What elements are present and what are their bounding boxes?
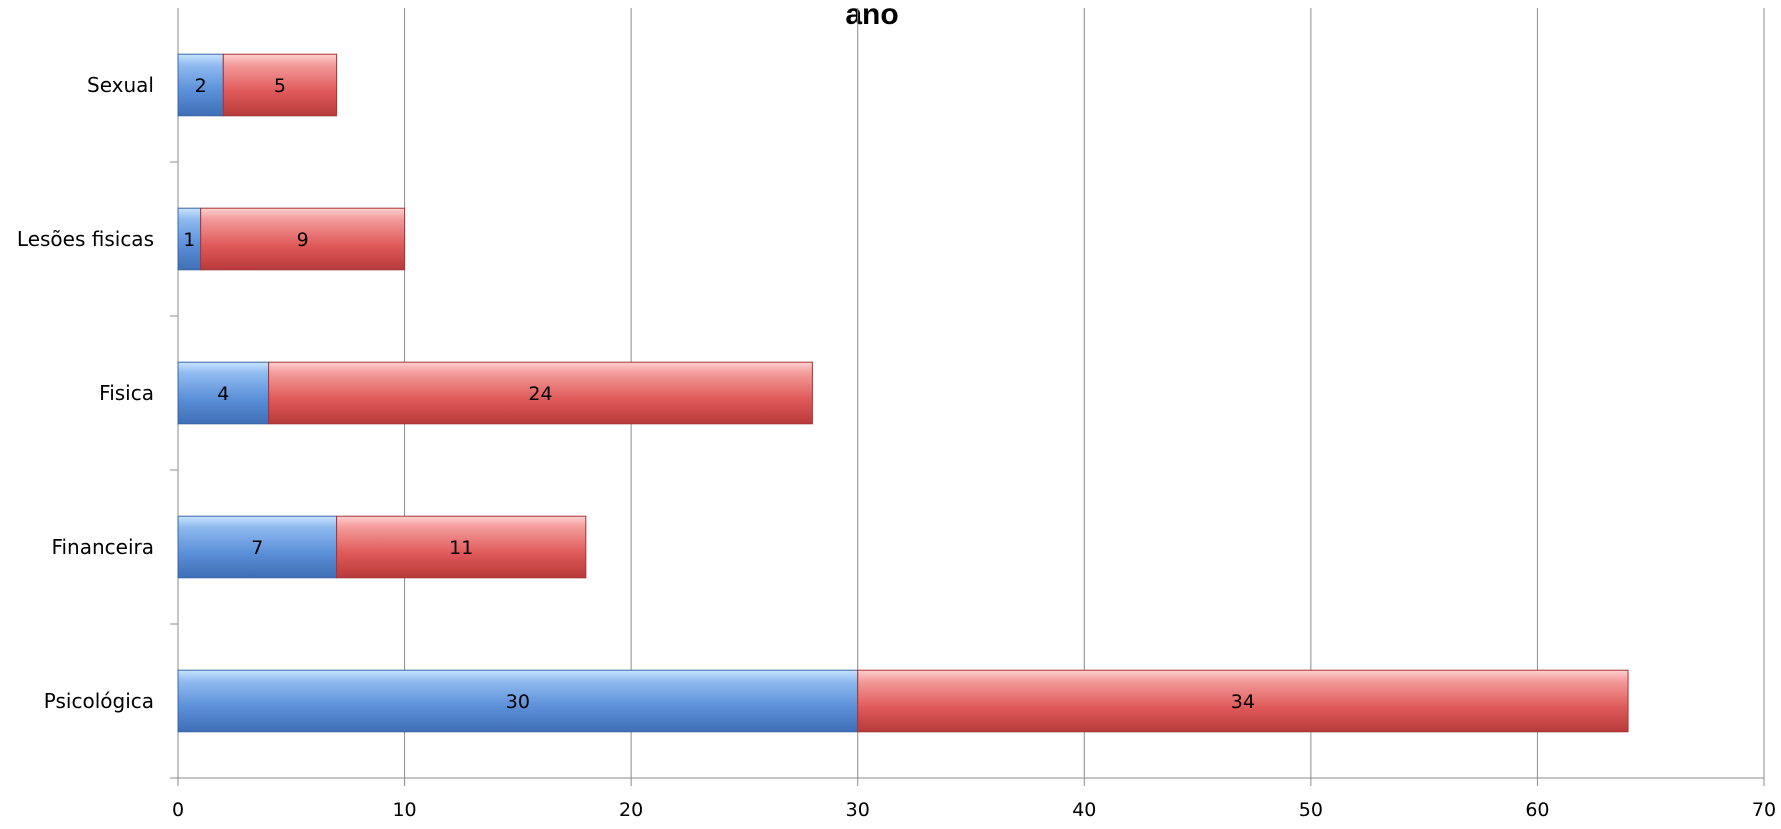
data-label: 24 <box>528 383 552 405</box>
x-tick-label: 0 <box>172 799 184 821</box>
data-label: 5 <box>274 75 286 97</box>
bars <box>177 53 1629 733</box>
x-tick-label: 10 <box>392 799 416 821</box>
data-label: 2 <box>195 75 207 97</box>
x-tick-label: 60 <box>1525 799 1549 821</box>
category-label: Financeira <box>51 535 154 559</box>
data-label: 4 <box>217 383 229 405</box>
bar-segment-series-1 <box>177 515 338 579</box>
gridlines <box>404 8 1765 778</box>
data-label: 30 <box>506 691 530 713</box>
bar-segment-series-2 <box>268 361 813 425</box>
category-label: Fisica <box>99 381 154 405</box>
x-tick-label: 40 <box>1072 799 1096 821</box>
bar-segment-series-2 <box>222 53 338 117</box>
category-label: Sexual <box>87 73 154 97</box>
data-label: 7 <box>251 537 263 559</box>
bar-segment-series-2 <box>336 515 587 579</box>
x-tick-label: 70 <box>1752 799 1776 821</box>
category-label: Psicológica <box>44 689 154 713</box>
chart-title: ano <box>845 0 898 31</box>
x-tick-label: 30 <box>846 799 870 821</box>
category-label: Lesões fisicas <box>17 227 154 251</box>
bar-segment-series-2 <box>200 207 406 271</box>
bar-segment-series-2 <box>857 669 1629 733</box>
data-label: 9 <box>297 229 309 251</box>
data-label: 1 <box>183 229 195 251</box>
labels: Psicológica 30 34 Financeira 7 11 Fisica 4 24 Les… <box>17 73 1255 713</box>
x-tick-label: 50 <box>1299 799 1323 821</box>
data-label: 11 <box>449 537 473 559</box>
x-tick-label: 20 <box>619 799 643 821</box>
data-label: 34 <box>1231 691 1255 713</box>
bar-segment-series-1 <box>177 53 224 117</box>
